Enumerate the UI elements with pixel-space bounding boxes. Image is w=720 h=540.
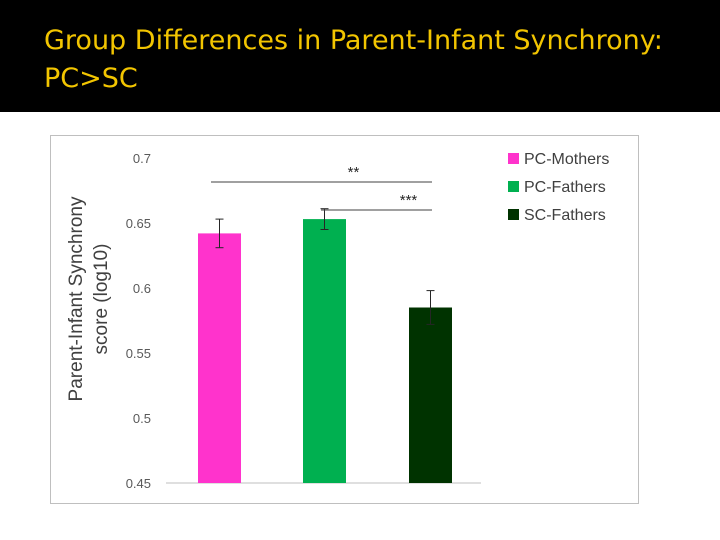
bar-group-pc-mothers	[198, 218, 241, 483]
bar-group-pc-fathers	[303, 208, 346, 483]
y-tick-label: 0.7	[133, 151, 151, 166]
legend-swatch	[508, 181, 519, 192]
bar	[409, 307, 452, 483]
significance-annotations: *****	[211, 164, 432, 211]
y-axis-ticks: 0.45 0.5 0.55 0.6 0.65 0.7	[126, 151, 151, 491]
y-tick-label: 0.45	[126, 476, 151, 491]
bar-chart: Parent-Infant Synchrony score (log10) 0.…	[66, 151, 609, 491]
y-tick-label: 0.65	[126, 216, 151, 231]
chart-frame: Parent-Infant Synchrony score (log10) 0.…	[50, 135, 639, 504]
y-axis-label-line1: Parent-Infant Synchrony	[66, 196, 87, 401]
y-tick-label: 0.6	[133, 281, 151, 296]
bar	[198, 233, 241, 483]
legend-swatch	[508, 209, 519, 220]
legend: PC-Mothers PC-Fathers SC-Fathers	[508, 151, 609, 224]
y-tick-label: 0.55	[126, 346, 151, 361]
legend-label: SC-Fathers	[524, 207, 606, 224]
bar	[303, 219, 346, 483]
bars	[198, 208, 452, 483]
significance-label: **	[348, 164, 360, 181]
legend-label: PC-Mothers	[524, 151, 609, 168]
slide-title: Group Differences in Parent-Infant Synch…	[44, 25, 663, 94]
significance-label: ***	[400, 192, 418, 209]
bar-group-sc-fathers	[409, 290, 452, 483]
legend-swatch	[508, 153, 519, 164]
y-tick-label: 0.5	[133, 411, 151, 426]
y-axis-label: Parent-Infant Synchrony score (log10)	[66, 196, 112, 401]
legend-label: PC-Fathers	[524, 179, 606, 196]
y-axis-label-line2: score (log10)	[91, 244, 112, 355]
